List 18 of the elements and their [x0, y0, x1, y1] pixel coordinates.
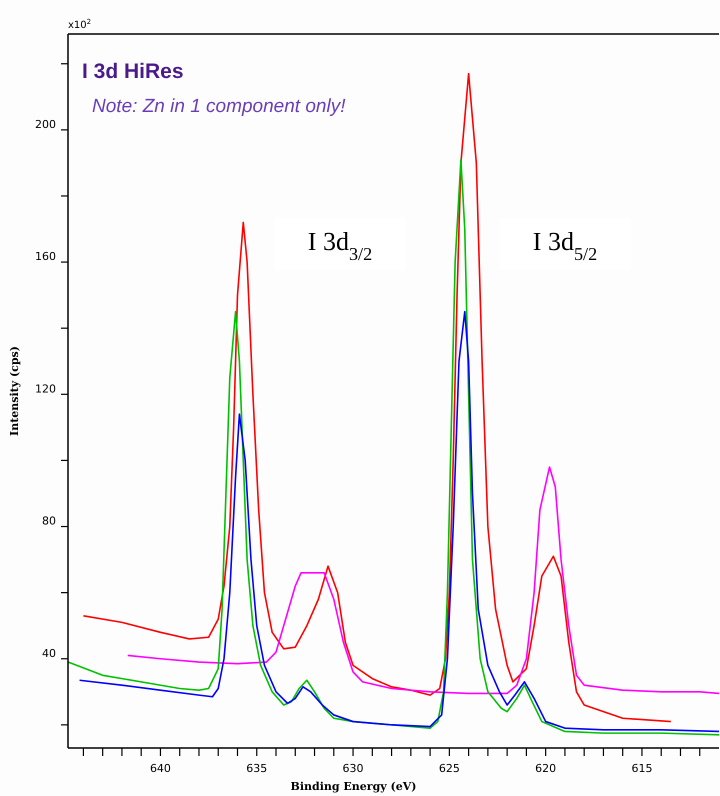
y-tick-label: 200 [35, 118, 56, 131]
y-tick-label: 120 [35, 382, 56, 396]
x-tick-label: 625 [438, 762, 460, 775]
annotation: I 3d$_{5/2}$ [532, 227, 598, 264]
y-tick-label: 160 [35, 250, 56, 264]
x-axis-title: Binding Energy (eV) [290, 780, 416, 793]
y-tick-label: 40 [42, 646, 56, 660]
x-tick-label: 635 [246, 762, 268, 775]
text: Note: Zn in 1 component only! [92, 96, 346, 117]
text: x10$^{2}$ [68, 18, 92, 31]
x-tick-label: 630 [342, 762, 364, 775]
x-tick-label: 640 [150, 762, 171, 775]
annotation: I 3d$_{3/2}$ [308, 227, 372, 264]
y-axis-title: Intensity (cps) [8, 346, 21, 436]
y-tick-label: 80 [42, 514, 56, 528]
x-tick-label: 615 [631, 762, 652, 775]
text: I 3d HiRes [82, 60, 184, 83]
x-tick-label: 620 [535, 762, 556, 775]
